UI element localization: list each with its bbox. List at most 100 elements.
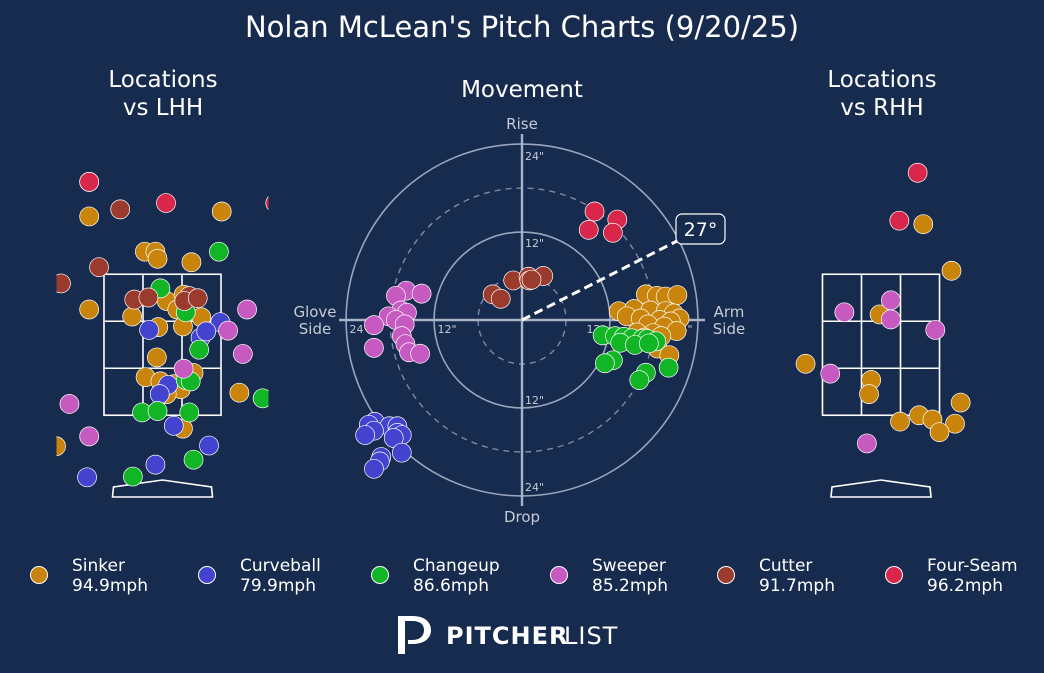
pitch-point-four-seam xyxy=(79,172,100,192)
arm-angle-line xyxy=(521,238,680,322)
home-plate xyxy=(830,479,932,498)
legend-pitch-name: Cutter xyxy=(759,556,813,576)
legend-pitch-velo: 96.2mph xyxy=(927,576,1003,596)
pitch-point-sweeper xyxy=(79,426,100,447)
movement-point-sweeper xyxy=(364,315,384,335)
pitch-point-cutter xyxy=(89,257,109,278)
rhh-panel-title: Locations vs RHH xyxy=(827,67,937,121)
pitch-point-sweeper xyxy=(233,344,253,364)
pitch-point-sinker xyxy=(945,413,965,434)
legend-pitch-velo: 85.2mph xyxy=(592,576,668,596)
pitch-point-sweeper xyxy=(834,302,855,323)
pitch-point-sinker xyxy=(211,201,232,222)
pitch-point-cutter xyxy=(138,287,159,308)
ring-label: 12" xyxy=(525,237,544,250)
strike-zone xyxy=(821,273,941,417)
lhh-location-plot xyxy=(56,172,269,498)
legend-pitch-velo: 79.9mph xyxy=(240,576,316,596)
pitch-point-sweeper xyxy=(857,433,877,454)
pitch-point-sinker xyxy=(181,252,202,273)
pitch-point-four-seam xyxy=(265,195,269,211)
movement-point-four-seam xyxy=(603,222,623,243)
pitch-point-curveball xyxy=(163,415,184,436)
pitch-point-four-seam xyxy=(889,210,910,231)
legend-pitch-velo: 94.9mph xyxy=(72,576,148,596)
ring-label: 12" xyxy=(437,323,456,336)
legend-marker xyxy=(371,566,389,584)
pitch-point-cutter xyxy=(110,199,131,220)
pitch-point-curveball xyxy=(139,320,159,340)
pitch-point-changeup xyxy=(189,339,210,360)
movement-point-sweeper xyxy=(364,338,384,358)
pitch-point-sweeper xyxy=(820,363,841,384)
legend-marker xyxy=(198,566,216,584)
pitch-point-changeup xyxy=(252,388,269,409)
pitch-point-sweeper xyxy=(237,299,257,320)
pitch-point-sweeper xyxy=(173,358,194,379)
pitch-point-changeup xyxy=(123,466,143,487)
pitch-point-curveball xyxy=(145,454,166,475)
pitch-point-sinker xyxy=(147,248,168,269)
rhh-location-plot xyxy=(726,162,971,498)
pitch-point-sinker xyxy=(950,392,971,413)
movement-point-sinker xyxy=(667,285,688,305)
ring-label: 12" xyxy=(525,394,544,407)
pitch-point-sweeper xyxy=(881,290,901,311)
legend-marker xyxy=(30,566,48,584)
pitch-point-sinker xyxy=(795,353,816,374)
movement-point-curveball xyxy=(355,425,375,445)
chart-title: Nolan McLean's Pitch Charts (9/20/25) xyxy=(244,10,800,44)
ring-label: 24" xyxy=(525,150,544,163)
arm-angle-label: 27° xyxy=(684,219,718,241)
pitch-point-changeup xyxy=(209,241,229,262)
pitch-point-sinker xyxy=(859,384,879,404)
pitch-point-sinker xyxy=(79,206,100,227)
legend-marker xyxy=(885,566,903,584)
pitch-point-sinker xyxy=(229,382,250,403)
pitch-point-changeup xyxy=(147,401,168,421)
axis-label-rise: Rise xyxy=(506,115,538,133)
axis-label-drop: Drop xyxy=(504,508,540,526)
movement-point-changeup xyxy=(658,357,679,378)
home-plate xyxy=(111,479,214,498)
pitch-point-cutter xyxy=(187,288,208,309)
pitch-point-cutter xyxy=(56,273,71,294)
axis-label-glove-side: Glove xyxy=(293,303,336,321)
movement-point-changeup xyxy=(629,370,650,390)
movement-point-curveball xyxy=(364,458,384,479)
pitch-point-curveball xyxy=(726,447,745,466)
legend-pitch-name: Sinker xyxy=(72,556,125,576)
pitch-point-sinker xyxy=(147,347,167,368)
pitch-point-curveball xyxy=(77,467,97,488)
legend-pitch-name: Curveball xyxy=(240,556,321,576)
pitch-point-sinker xyxy=(122,306,143,327)
axis-label-arm-side: Side xyxy=(713,320,745,338)
movement-point-changeup xyxy=(638,333,659,354)
movement-point-cutter xyxy=(490,288,511,309)
pitch-point-sinker xyxy=(913,214,934,235)
movement-point-sweeper xyxy=(410,343,430,364)
movement-point-four-seam xyxy=(584,201,605,222)
pitch-point-sweeper xyxy=(218,320,238,341)
axis-label-glove-side: Side xyxy=(299,320,331,338)
pitcherlist-logo: PITCHER LIST xyxy=(394,612,634,658)
pitch-point-sinker xyxy=(56,436,66,457)
movement-point-changeup xyxy=(594,353,615,374)
legend-pitch-name: Four-Seam xyxy=(927,556,1018,576)
movement-point-cutter xyxy=(521,269,542,290)
pitch-point-sweeper xyxy=(925,320,946,340)
logo-text-bold: PITCHER xyxy=(446,622,569,650)
movement-point-sweeper xyxy=(411,283,432,304)
logo-text-light: LIST xyxy=(564,622,619,650)
pitch-point-changeup xyxy=(183,449,204,470)
pitch-point-sinker xyxy=(890,411,910,432)
pitch-point-sinker xyxy=(929,422,950,443)
pitch-point-sweeper xyxy=(59,394,80,414)
pitch-point-four-seam xyxy=(156,193,176,213)
pitcherlist-p-logo-icon xyxy=(398,616,431,654)
pitch-point-sinker xyxy=(79,299,100,320)
ring-label: 24" xyxy=(349,323,368,336)
movement-point-four-seam xyxy=(578,219,599,240)
